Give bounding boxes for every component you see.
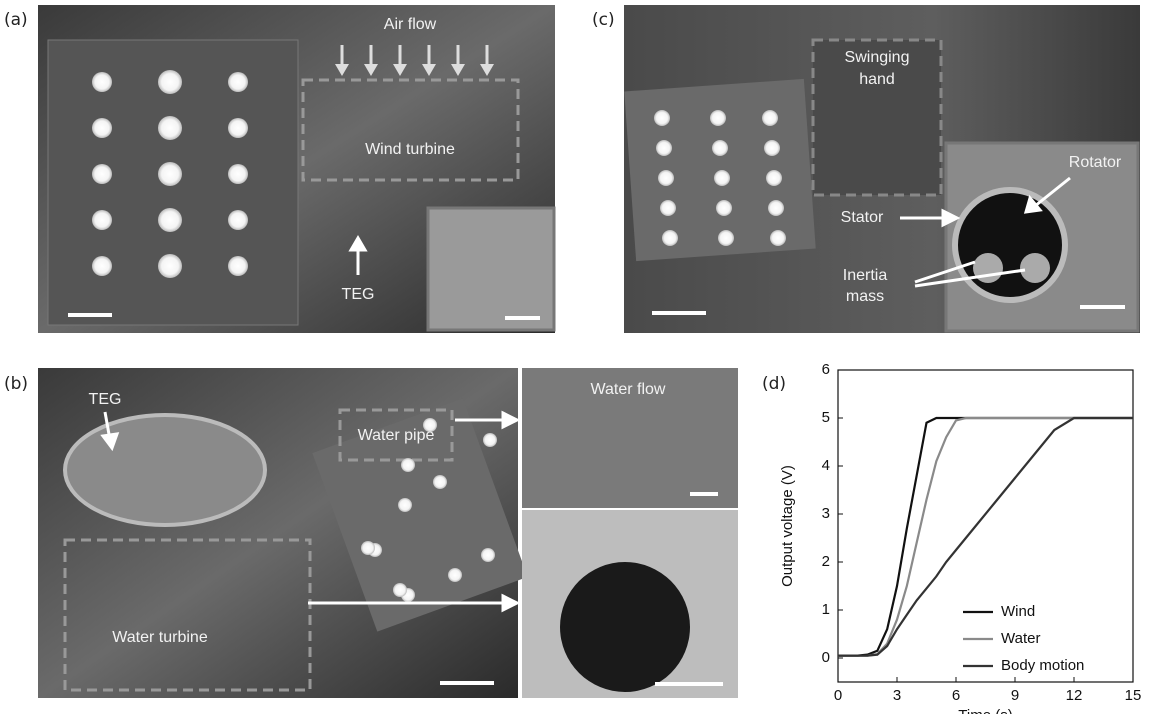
- annotation: TEG: [342, 286, 375, 303]
- led: [228, 210, 248, 230]
- led: [433, 475, 447, 489]
- annotation: Rotator: [1069, 154, 1122, 171]
- line: [838, 418, 1133, 656]
- x-tick-label: 3: [893, 687, 901, 704]
- teg: [65, 415, 265, 525]
- y-tick-label: 0: [822, 649, 830, 666]
- y-tick-label: 3: [822, 505, 830, 522]
- led: [401, 458, 415, 472]
- annotation: Stator: [841, 209, 884, 226]
- led: [158, 116, 182, 140]
- annotation: Swinging: [845, 49, 910, 66]
- led: [766, 170, 782, 186]
- annotation: Air flow: [384, 16, 437, 33]
- annotation: Water flow: [591, 381, 666, 398]
- led: [158, 254, 182, 278]
- x-tick-label: 12: [1066, 687, 1083, 704]
- legend-label: Wind: [1001, 603, 1035, 620]
- led: [770, 230, 786, 246]
- led: [158, 162, 182, 186]
- panel-label: (b): [4, 374, 28, 394]
- inset: [428, 208, 554, 330]
- y-tick-label: 6: [822, 361, 830, 378]
- led: [158, 208, 182, 232]
- mass: [1020, 253, 1050, 283]
- led: [92, 164, 112, 184]
- annotation: Water turbine: [112, 629, 208, 646]
- led: [92, 210, 112, 230]
- led: [712, 140, 728, 156]
- led: [716, 200, 732, 216]
- led: [228, 118, 248, 138]
- panel-label: (a): [4, 10, 28, 30]
- led: [448, 568, 462, 582]
- led: [398, 498, 412, 512]
- turbine: [560, 562, 690, 692]
- led: [710, 110, 726, 126]
- y-tick-label: 5: [822, 409, 830, 426]
- led: [393, 583, 407, 597]
- led: [92, 118, 112, 138]
- figure: (a) (b) (c) (d) Air flow Wind turbine TE…: [0, 0, 1150, 714]
- led: [768, 200, 784, 216]
- line: [838, 418, 1133, 656]
- led: [762, 110, 778, 126]
- led: [660, 200, 676, 216]
- led: [481, 548, 495, 562]
- annotation: hand: [859, 71, 895, 88]
- led: [228, 256, 248, 276]
- led: [361, 541, 375, 555]
- led: [656, 140, 672, 156]
- x-tick-label: 9: [1011, 687, 1019, 704]
- led: [228, 72, 248, 92]
- y-tick-label: 2: [822, 553, 830, 570]
- x-tick-label: 6: [952, 687, 960, 704]
- annotation: mass: [846, 288, 884, 305]
- led: [714, 170, 730, 186]
- plot-frame: [838, 370, 1133, 682]
- annotation: TEG: [89, 391, 122, 408]
- annotation: Inertia: [843, 267, 888, 284]
- mass: [973, 253, 1003, 283]
- led: [658, 170, 674, 186]
- chart: 012345603691215Time (s)Output voltage (V…: [779, 361, 1141, 714]
- led: [483, 433, 497, 447]
- led: [654, 110, 670, 126]
- y-tick-label: 1: [822, 601, 830, 618]
- y-tick-label: 4: [822, 457, 830, 474]
- led: [662, 230, 678, 246]
- panel-label: (c): [592, 10, 615, 30]
- led: [764, 140, 780, 156]
- annotation: Water pipe: [358, 427, 435, 444]
- led: [228, 164, 248, 184]
- led: [718, 230, 734, 246]
- x-tick-label: 15: [1125, 687, 1142, 704]
- line: [838, 418, 1133, 656]
- panel-label: (d): [762, 374, 786, 394]
- y-axis-label: Output voltage (V): [779, 465, 796, 587]
- annotation: Wind turbine: [365, 141, 455, 158]
- stator: [955, 190, 1065, 300]
- led: [92, 72, 112, 92]
- x-axis-label: Time (s): [958, 707, 1012, 714]
- x-tick-label: 0: [834, 687, 842, 704]
- legend-label: Water: [1001, 630, 1040, 647]
- led: [92, 256, 112, 276]
- led: [158, 70, 182, 94]
- legend-label: Body motion: [1001, 657, 1084, 674]
